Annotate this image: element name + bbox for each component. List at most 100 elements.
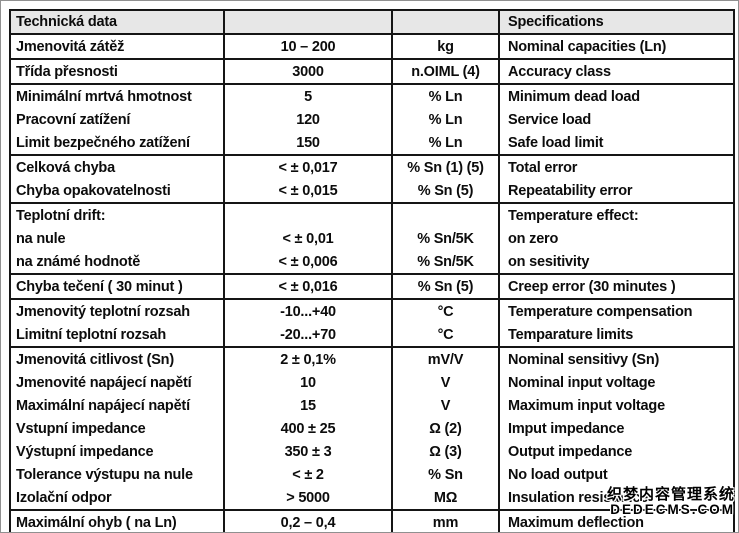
cell-czech-label: Minimální mrtvá hmotnost	[10, 83, 224, 108]
cell-english-label: Minimum dead load	[498, 83, 734, 108]
cell-unit: mV/V	[391, 346, 499, 371]
header-specifications: Specifications	[498, 10, 734, 35]
cell-unit: V	[391, 394, 499, 417]
header-cell-empty-unit	[391, 10, 499, 35]
cell-czech-label: Chyba tečení ( 30 minut )	[10, 273, 224, 299]
table-row: Chyba opakovatelnosti < ± 0,015% Sn (5) Re…	[10, 179, 734, 203]
table-row: Jmenovitá citlivost (Sn) 2 ± 0,1% mV/V Nomi…	[10, 346, 734, 371]
cell-czech-label: Třída přesnosti	[10, 58, 224, 84]
cell-czech-label: Maximální napájecí napětí	[16, 397, 190, 414]
cell-unit: MΩ	[391, 486, 499, 510]
header-technicka-data: Technická data	[10, 10, 224, 35]
cell-unit: Ω (2)	[391, 417, 499, 440]
watermark-dedecms-text: DEDECMS.COM	[610, 501, 735, 517]
cell-value: < ± 0,006	[223, 250, 392, 274]
cell-value: 400 ± 25	[223, 417, 392, 440]
cell-value: 5	[223, 83, 392, 108]
cell-english-label: Accuracy class	[498, 58, 734, 84]
cell-unit: n.OIML (4)	[391, 58, 499, 84]
table-row: Limitní teplotní rozsah -20...+70 °C Tempar…	[10, 323, 734, 347]
table-row: Tolerance výstupu na nule < ± 2% Sn No loa…	[10, 463, 734, 486]
table-row: Vstupní impedance 400 ± 25 Ω (2) Imput impe…	[10, 417, 734, 440]
cell-czech-label: Celková chyba	[10, 154, 224, 179]
cell-value: 350 ± 3	[223, 440, 392, 463]
cell-value: 0,2 – 0,4	[223, 509, 392, 532]
cell-czech-label: Vstupní impedance	[16, 420, 146, 437]
cell-english-label: No load output	[498, 463, 734, 486]
cell-unit: Ω (3)	[391, 440, 499, 463]
cell-english-label: Maximum input voltage	[498, 394, 734, 417]
cell-unit: °C	[391, 323, 499, 347]
cell-english-label: Nominal capacities (Ln)	[498, 33, 734, 59]
cell-english-label: Repeatability error	[498, 179, 734, 203]
table-row: na nule < ± 0,01% Sn/5K on zero	[10, 227, 734, 250]
cell-english-label: on sesitivity	[498, 250, 734, 274]
watermark-cjk-text: 织梦内容管理系统	[606, 486, 735, 504]
cell-unit: kg	[391, 33, 499, 59]
cell-value: 15	[223, 394, 392, 417]
cell-value: 10	[223, 371, 392, 394]
table-row: Maximální ohyb ( na Ln) 0,2 – 0,4 mm Maximu…	[10, 509, 734, 532]
cell-english-label: Service load	[498, 108, 734, 131]
cell-english-label: Temperature compensation	[498, 298, 734, 323]
table-row: Chyba tečení ( 30 minut ) < ± 0,016% Sn (…	[10, 273, 734, 299]
table-row: Teplotní drift: Temperature effect:	[10, 202, 734, 227]
cell-english-label: Output impedance	[498, 440, 734, 463]
cell-english-label: Creep error (30 minutes )	[498, 273, 734, 299]
table-row: Minimální mrtvá hmotnost 5% Ln Minimum dea…	[10, 83, 734, 108]
cell-unit: % Sn	[391, 463, 499, 486]
cell-english-label: Nominal sensitivy (Sn)	[498, 346, 734, 371]
header-cell-empty-value	[223, 10, 392, 35]
table-row: Izolační odpor > 5000 MΩ Insulation resista…	[10, 486, 734, 510]
cell-czech-label: Teplotní drift:	[10, 202, 224, 227]
cell-czech-label: Jmenovitá zátěž	[10, 33, 224, 59]
cell-value: > 5000	[223, 486, 392, 510]
table-row: Maximální napájecí napětí 15 V Maximum inpu…	[10, 394, 734, 417]
cell-unit: % Ln	[391, 83, 499, 108]
cell-unit: % Sn (5)	[391, 273, 499, 299]
cell-unit: °C	[391, 298, 499, 323]
cell-english-label: Insulation resistance	[498, 486, 734, 510]
technical-data-table: Technická data Specifications Jmenovitá …	[9, 9, 735, 532]
table-row: Jmenovitá zátěž 10 – 200 kg Nominal capacit…	[10, 33, 734, 59]
cell-czech-label: Pracovní zatížení	[16, 111, 131, 128]
cell-value: 2 ± 0,1%	[223, 346, 392, 371]
cell-czech-label: Tolerance výstupu na nule	[16, 466, 193, 483]
table-row: Limit bezpečného zatížení 150% Ln Safe loa…	[10, 131, 734, 155]
cell-czech-label: Jmenovité napájecí napětí	[16, 374, 192, 391]
cell-value	[223, 202, 392, 227]
cell-english-label: Nominal input voltage	[498, 371, 734, 394]
cell-czech-label: na nule	[16, 230, 66, 247]
cell-english-label: Temparature limits	[498, 323, 734, 347]
cell-value: 3000	[223, 58, 392, 84]
cell-czech-label: na známé hodnotě	[16, 253, 141, 270]
table-row: Celková chyba < ± 0,017% Sn (1) (5) Total …	[10, 154, 734, 179]
cell-value: -10...+40	[223, 298, 392, 323]
cell-value: -20...+70	[223, 323, 392, 347]
cell-czech-label: Izolační odpor	[16, 489, 112, 506]
table-row: Jmenovitý teplotní rozsah -10...+40 °C Temp…	[10, 298, 734, 323]
cell-value: < ± 0,016	[223, 273, 392, 299]
cell-czech-label: Limitní teplotní rozsah	[16, 326, 167, 343]
cell-unit	[391, 202, 499, 227]
cell-value: 120	[223, 108, 392, 131]
table-row: Pracovní zatížení 120% Ln Service load	[10, 108, 734, 131]
cell-unit: % Ln	[391, 108, 499, 131]
cell-czech-label: Limit bezpečného zatížení	[16, 134, 190, 151]
cell-value: 150	[223, 131, 392, 155]
cell-unit: % Sn (5)	[391, 179, 499, 203]
cell-czech-label: Maximální ohyb ( na Ln)	[10, 509, 224, 532]
cell-czech-label: Výstupní impedance	[16, 443, 154, 460]
cell-czech-label: Jmenovitý teplotní rozsah	[10, 298, 224, 323]
cell-unit: mm	[391, 509, 499, 532]
cell-english-label: Temperature effect:	[498, 202, 734, 227]
cell-value: 10 – 200	[223, 33, 392, 59]
cell-czech-label: Jmenovitá citlivost (Sn)	[10, 346, 224, 371]
cell-unit: % Sn/5K	[391, 250, 499, 274]
cell-value: < ± 2	[223, 463, 392, 486]
table-row: Jmenovité napájecí napětí 10 V Nominal inpu…	[10, 371, 734, 394]
cell-value: < ± 0,017	[223, 154, 392, 179]
cell-english-label: Total error	[498, 154, 734, 179]
